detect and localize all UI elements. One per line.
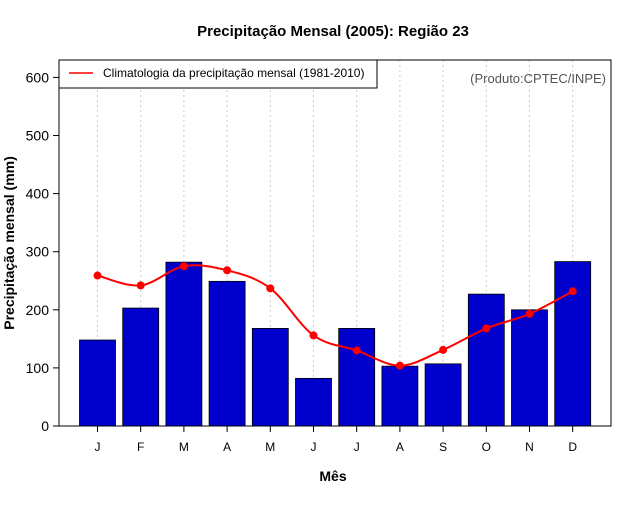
- bar-s-9: [424, 363, 462, 427]
- bar-j-7: [338, 327, 376, 427]
- bar-j-6: [295, 377, 332, 427]
- x-tick-label: N: [525, 440, 534, 454]
- bar-j-1: [79, 339, 116, 427]
- bars-group: [79, 261, 592, 427]
- chart-title: Precipitação Mensal (2005): Região 23: [197, 23, 469, 40]
- y-axis-label: Precipitação mensal (mm): [1, 156, 17, 330]
- bar-o-10: [467, 293, 505, 427]
- bar-n-11: [511, 309, 548, 427]
- climatology-point-1: [93, 271, 102, 280]
- x-tick-label: A: [223, 440, 231, 454]
- x-tick-label: S: [439, 440, 447, 454]
- x-tick-label: O: [482, 440, 491, 454]
- bar-d-12: [554, 261, 592, 427]
- y-tick-label: 200: [26, 302, 50, 318]
- climatology-point-9: [439, 345, 448, 354]
- x-tick-label: J: [95, 440, 101, 454]
- climatology-point-10: [482, 324, 491, 333]
- x-tick-label: D: [568, 440, 577, 454]
- legend-box: [58, 59, 378, 89]
- y-tick-label: 100: [26, 360, 50, 376]
- bar-f-2: [122, 307, 160, 427]
- climatology-point-8: [395, 361, 404, 370]
- x-tick-label: F: [137, 440, 144, 454]
- climatology-point-7: [352, 346, 361, 355]
- climatology-point-12: [568, 287, 577, 296]
- x-axis-label: Mês: [319, 468, 346, 484]
- y-axis: 0 100 200 300 400 500 600: [26, 69, 59, 434]
- climatology-point-4: [223, 266, 232, 275]
- legend: Climatologia da precipitação mensal (198…: [58, 59, 378, 89]
- y-tick-label: 600: [26, 69, 50, 85]
- climatology-point-3: [179, 262, 188, 271]
- y-tick-label: 400: [26, 186, 50, 202]
- x-tick-label: J: [354, 440, 360, 454]
- x-tick-label: M: [265, 440, 275, 454]
- x-tick-label: A: [396, 440, 404, 454]
- source-annotation: (Produto:CPTEC/INPE): [470, 71, 606, 86]
- climatology-point-5: [266, 284, 275, 293]
- y-tick-label: 500: [26, 128, 50, 144]
- climatology-point-11: [525, 309, 534, 318]
- x-tick-label: J: [311, 440, 317, 454]
- legend-label: Climatologia da precipitação mensal (198…: [103, 66, 364, 80]
- bar-a-4: [208, 280, 246, 427]
- bar-m-3: [165, 261, 203, 427]
- y-tick-label: 300: [26, 244, 50, 260]
- bar-a-8: [381, 365, 419, 427]
- climatology-point-6: [309, 331, 318, 340]
- x-tick-label: M: [179, 440, 189, 454]
- bar-m-5: [251, 327, 289, 427]
- climatology-line-group: [93, 262, 577, 370]
- climatology-point-2: [136, 281, 145, 290]
- y-tick-label: 0: [41, 418, 49, 434]
